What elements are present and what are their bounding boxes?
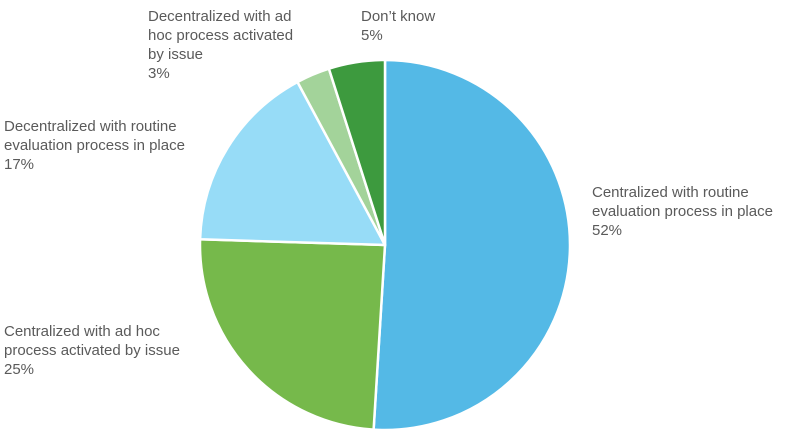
slice-value-label: 3% <box>148 65 170 82</box>
slice-label-line: Centralized with routine <box>592 184 749 201</box>
slice-label-line: Decentralized with routine <box>4 118 177 135</box>
slice-label-line: hoc process activated <box>148 27 294 44</box>
pie-slice-1 <box>198 238 387 429</box>
slice-label-centralized-routine: Centralized with routine evaluation proc… <box>592 183 773 240</box>
slice-label-line: Centralized with ad hoc <box>4 323 160 340</box>
slice-label-line: Decentralized with ad <box>148 8 292 25</box>
slice-value-label: 52% <box>592 222 623 239</box>
slice-label-dont-know: Don’t know 5% <box>361 7 435 45</box>
pie-slice-4 <box>327 58 387 247</box>
slice-label-line: evaluation process in place <box>4 137 185 154</box>
slice-label-decentralized-routine: Decentralized with routine evaluation pr… <box>4 117 185 174</box>
slice-value-label: 25% <box>4 361 35 378</box>
slice-label-centralized-ad-hoc: Centralized with ad hoc process activate… <box>4 322 180 379</box>
slice-value-label: 17% <box>4 156 35 173</box>
slice-label-line: process activated by issue <box>4 342 180 359</box>
slice-label-line: evaluation process in place <box>592 203 773 220</box>
slice-label-line: Don’t know <box>361 8 436 25</box>
slice-label-line: by issue <box>148 46 204 63</box>
slice-label-decentralized-ad-hoc: Decentralized with ad hoc process activa… <box>148 7 293 83</box>
pie-slice-0 <box>372 58 572 429</box>
pie-slices <box>198 58 572 429</box>
slice-value-label: 5% <box>361 27 383 44</box>
pie-slice-2 <box>198 80 387 247</box>
